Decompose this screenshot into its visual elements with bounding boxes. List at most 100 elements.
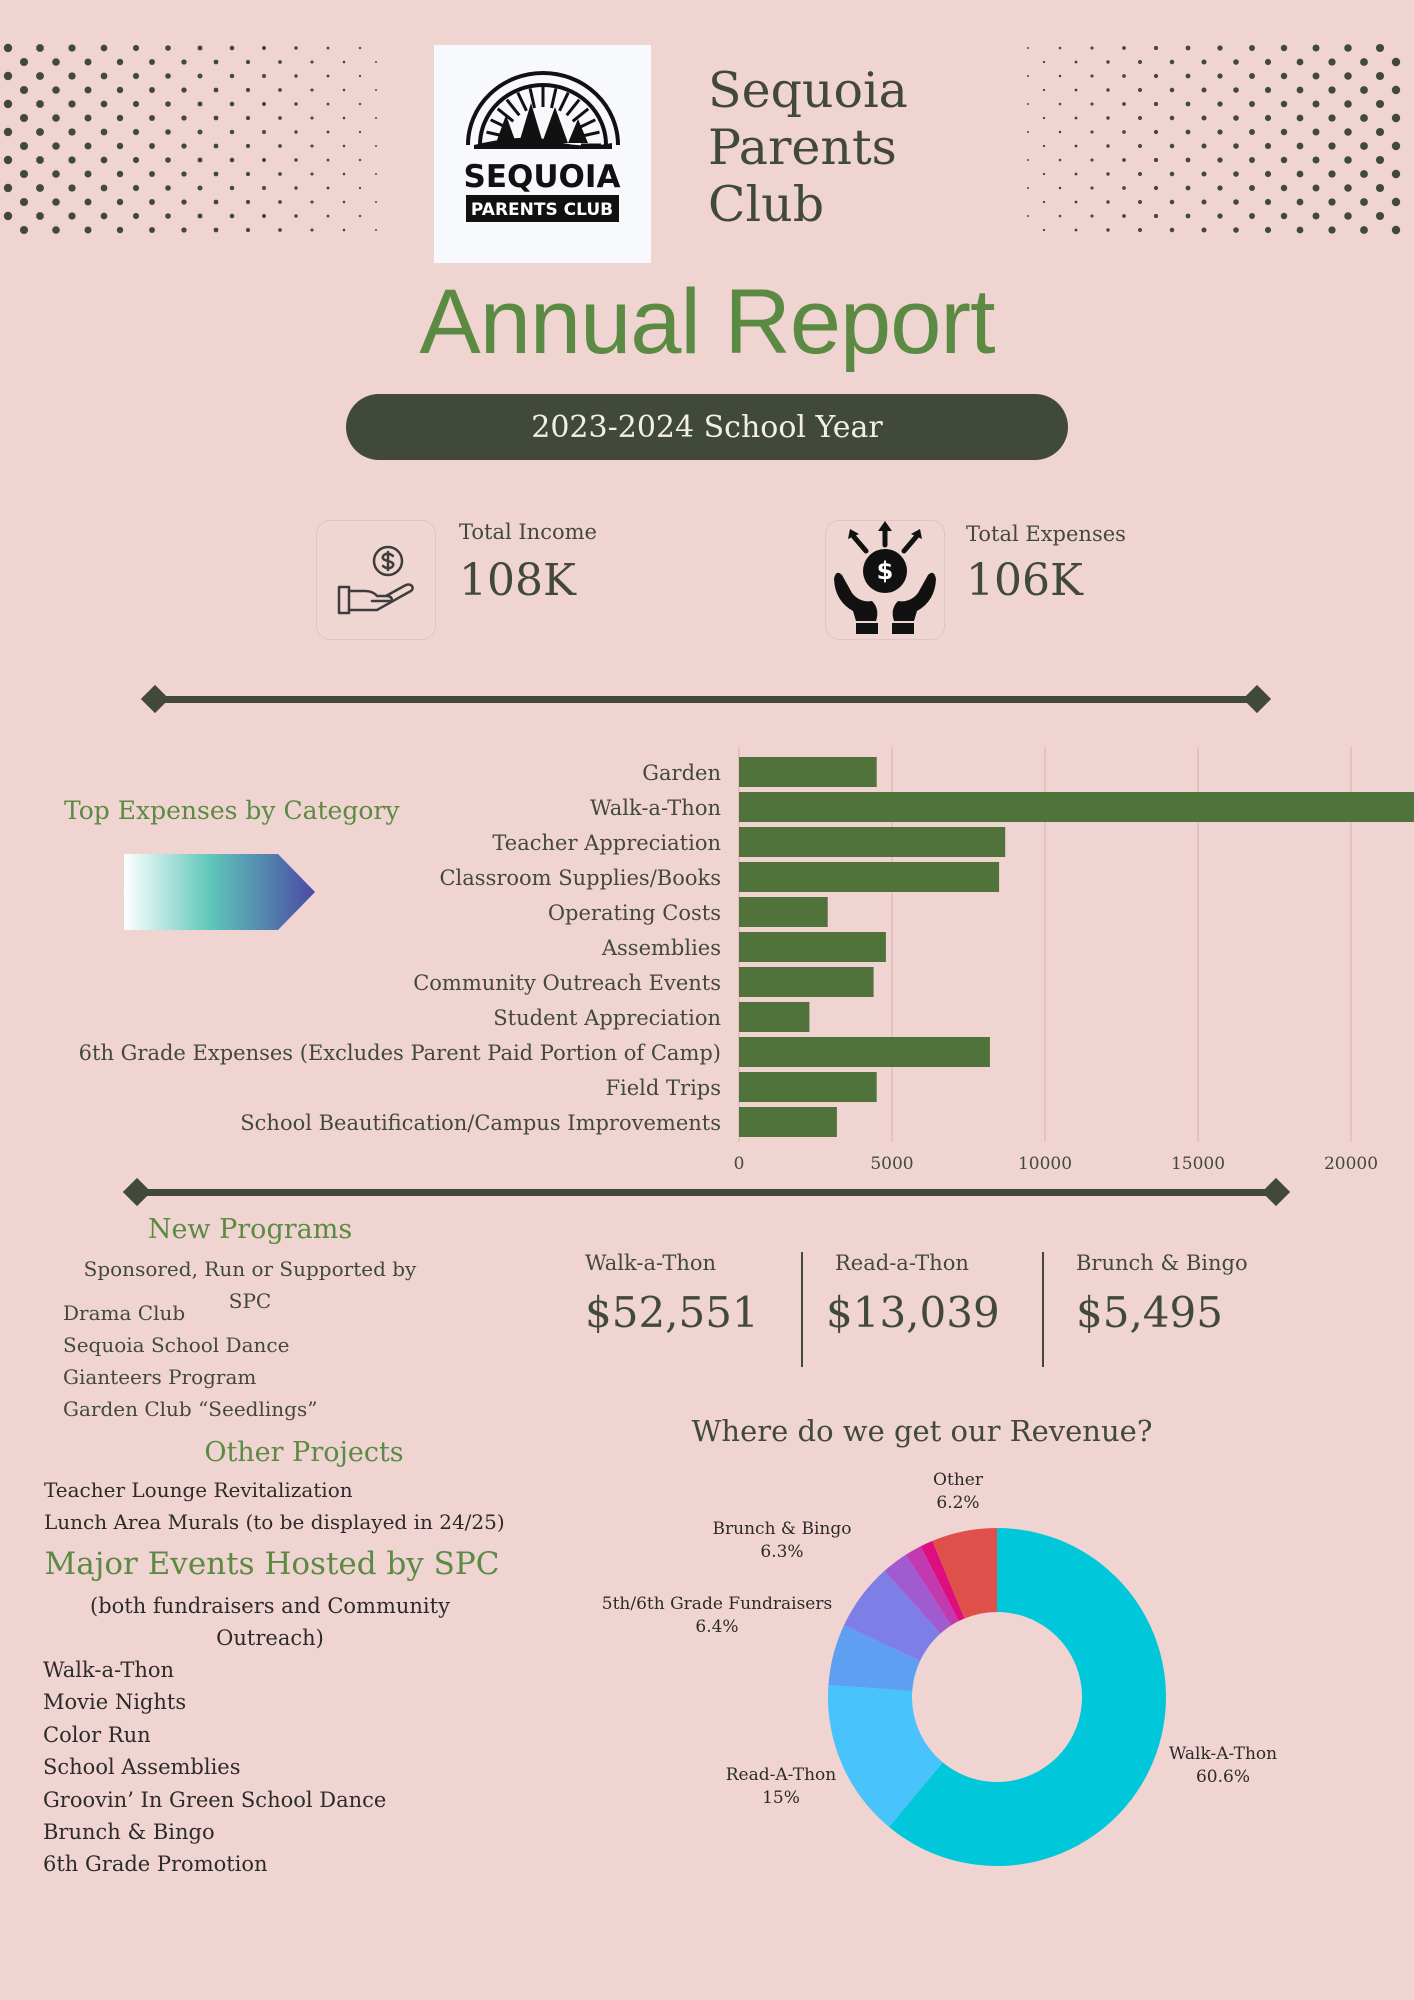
decorative-dot	[100, 156, 108, 164]
decorative-dot	[1058, 130, 1062, 134]
decorative-dot	[1090, 186, 1094, 190]
decorative-dot	[1106, 144, 1110, 148]
decorative-dot	[1296, 142, 1304, 150]
decorative-dot	[1264, 86, 1272, 94]
decorative-dot	[342, 200, 346, 204]
decorative-dot	[278, 228, 282, 232]
decorative-dot	[245, 227, 251, 233]
expenses-label: Total Expenses	[966, 522, 1126, 546]
decorative-dot	[310, 116, 314, 120]
category-label: Student Appreciation	[493, 1006, 721, 1030]
decorative-dot	[52, 226, 60, 234]
decorative-dot	[294, 186, 298, 190]
decorative-dot	[1344, 156, 1352, 164]
decorative-dot	[149, 171, 155, 177]
decorative-dot	[1296, 86, 1304, 94]
decorative-dot	[1201, 143, 1207, 149]
decorative-dot	[375, 89, 377, 91]
decorative-dot	[262, 102, 266, 106]
decorative-dot	[1375, 127, 1385, 137]
decorative-dot	[68, 212, 76, 220]
list-item: Garden Club “Seedlings”	[63, 1397, 318, 1421]
decorative-dot	[1264, 114, 1272, 122]
hand-dollar-icon	[337, 545, 414, 615]
decorative-dot	[1185, 45, 1191, 51]
decorative-dot	[1106, 88, 1110, 92]
decorative-dot	[1360, 198, 1368, 206]
dot-pattern-right	[1020, 40, 1410, 240]
decorative-dot	[165, 129, 171, 135]
decorative-dot	[1312, 44, 1320, 52]
decorative-dot	[52, 170, 60, 178]
slice-percent: 15%	[762, 1788, 800, 1808]
decorative-dot	[375, 117, 377, 119]
decorative-dot	[1391, 225, 1401, 235]
bar	[739, 1107, 837, 1137]
decorative-dot	[229, 185, 235, 191]
list-item: Gianteers Program	[63, 1365, 257, 1389]
x-tick-label: 5000	[870, 1154, 913, 1174]
decorative-dot	[310, 88, 314, 92]
decorative-dot	[1027, 103, 1029, 105]
dot-grid-graphic	[1027, 43, 1401, 235]
decorative-dot	[165, 73, 171, 79]
decorative-dot	[1058, 158, 1062, 162]
decorative-dot	[1391, 57, 1401, 67]
club-name-line: Parents	[708, 119, 897, 176]
logo-ray	[550, 88, 558, 109]
decorative-dot	[213, 115, 219, 121]
bar	[739, 757, 877, 787]
decorative-dot	[1249, 45, 1255, 51]
decorative-dot	[1169, 143, 1175, 149]
decorative-dot	[1280, 72, 1288, 80]
decorative-dot	[213, 199, 219, 205]
decorative-dot	[3, 155, 13, 165]
decorative-dot	[1027, 215, 1029, 217]
bar	[739, 792, 1414, 822]
decorative-dot	[1280, 212, 1288, 220]
decorative-dot	[1074, 228, 1078, 232]
decorative-dot	[1122, 158, 1126, 162]
decorative-dot	[262, 46, 266, 50]
decorative-dot	[358, 214, 362, 218]
logo-wordmark: SEQUOIA	[464, 159, 621, 195]
decorative-dot	[1153, 73, 1159, 79]
bar	[739, 827, 1006, 857]
slice-label: 5th/6th Grade Fundraisers	[602, 1594, 832, 1614]
decorative-dot	[36, 156, 44, 164]
bar	[739, 897, 828, 927]
decorative-dot	[19, 85, 29, 95]
decorative-dot	[3, 43, 13, 53]
decorative-dot	[149, 59, 155, 65]
fundraiser-value: $5,495	[1076, 1288, 1223, 1337]
school-year-banner: 2023-2024 School Year	[346, 394, 1068, 460]
section-divider	[156, 696, 1256, 703]
decorative-dot	[3, 99, 13, 109]
decorative-dot	[326, 102, 330, 106]
decorative-dot	[1090, 102, 1094, 106]
list-item: 6th Grade Promotion	[43, 1852, 268, 1877]
decorative-dot	[1328, 86, 1336, 94]
decorative-dot	[84, 58, 92, 66]
slice-percent: 6.4%	[695, 1617, 738, 1637]
decorative-dot	[1217, 73, 1223, 79]
decorative-dot	[1106, 200, 1110, 204]
decorative-dot	[1391, 85, 1401, 95]
decorative-dot	[1280, 128, 1288, 136]
donut-slice	[828, 1625, 921, 1691]
decorative-dot	[1138, 60, 1142, 64]
decorative-dot	[149, 115, 155, 121]
list-item: Drama Club	[63, 1301, 186, 1325]
list-item: Sequoia School Dance	[63, 1333, 290, 1357]
decorative-dot	[278, 116, 282, 120]
expenses-icon-box: $	[825, 520, 945, 640]
decorative-dot	[1153, 45, 1159, 51]
decorative-dot	[1296, 58, 1304, 66]
decorative-dot	[1296, 170, 1304, 178]
decorative-dot	[1185, 101, 1191, 107]
decorative-dot	[1249, 101, 1255, 107]
expenses-bar-chart: 0500010000150002000025000GardenWalk-a-Th…	[79, 747, 1414, 1174]
decorative-dot	[1233, 115, 1239, 121]
decorative-dot	[278, 172, 282, 176]
donut-slice	[932, 1528, 997, 1619]
